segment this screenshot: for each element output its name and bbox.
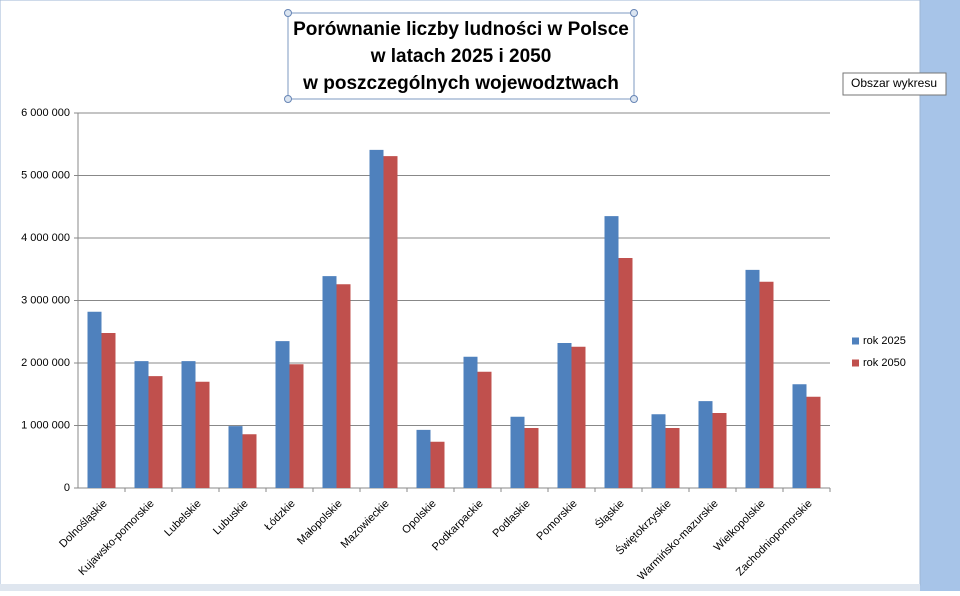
title-box[interactable] <box>287 12 635 100</box>
title-line: w poszczególnych wojewodztwach <box>302 73 619 94</box>
bar <box>430 441 445 488</box>
bar <box>792 384 807 488</box>
bar <box>148 376 163 488</box>
bar <box>369 149 384 488</box>
bar <box>463 356 478 488</box>
bar <box>557 343 572 488</box>
bar <box>806 396 821 488</box>
bar <box>228 426 243 488</box>
legend-label: rok 2050 <box>863 357 906 369</box>
legend-label: rok 2025 <box>863 335 906 347</box>
bar <box>181 361 196 488</box>
y-tick-label: 2 000 000 <box>21 357 70 369</box>
bar <box>604 216 619 488</box>
y-tick-label: 1 000 000 <box>21 419 70 431</box>
bar <box>242 434 257 488</box>
bar <box>698 401 713 488</box>
bar <box>712 413 727 488</box>
bar <box>524 428 539 488</box>
bar <box>651 414 666 488</box>
y-tick-label: 3 000 000 <box>21 294 70 306</box>
bar <box>510 416 525 488</box>
bar <box>336 284 351 488</box>
bar <box>322 276 337 488</box>
bar <box>745 269 760 488</box>
chart-title: Porównanie liczby ludności w Polsce w lat… <box>293 19 629 94</box>
bar <box>759 281 774 488</box>
title-line: Porównanie liczby ludności w Polsce <box>293 19 629 40</box>
bar <box>289 364 304 488</box>
bar <box>665 428 680 488</box>
handles <box>284 9 638 103</box>
bar <box>416 429 431 488</box>
tooltip: Obszar wykresu <box>851 76 937 90</box>
y-tick-label: 5 000 000 <box>21 169 70 181</box>
title-line: w latach 2025 i 2050 <box>370 46 552 67</box>
bar <box>101 333 116 488</box>
y-tick-label: 6 000 000 <box>21 107 70 119</box>
bar <box>134 361 149 488</box>
tooltip-box <box>842 72 947 96</box>
bar <box>195 381 210 488</box>
legend-swatch <box>852 359 859 367</box>
y-tick-label: 0 <box>64 482 70 494</box>
bar <box>383 156 398 488</box>
bar <box>275 341 290 488</box>
bar <box>571 346 586 488</box>
sheet-tabs <box>0 584 920 591</box>
bar <box>618 258 633 488</box>
bar <box>87 311 102 488</box>
sidebar <box>920 0 960 591</box>
y-tick-label: 4 000 000 <box>21 232 70 244</box>
legend-swatch <box>852 337 859 345</box>
bar <box>477 371 492 488</box>
